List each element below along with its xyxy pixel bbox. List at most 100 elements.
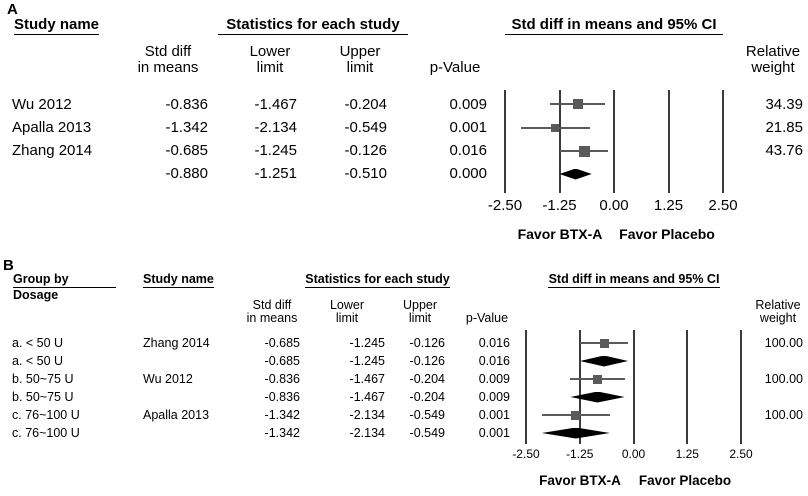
upper-limit-value: -0.126 [409, 336, 445, 350]
upper-limit-value: -0.126 [344, 142, 387, 159]
forest-plot-a: -2.50 -1.25 0.00 1.25 2.50 [488, 90, 738, 214]
effect-square [593, 374, 603, 384]
study-name: Apalla 2013 [143, 408, 210, 422]
col-header-line: Upper [402, 298, 438, 312]
col-header-p-value: p-Value [465, 311, 509, 325]
gridline [525, 330, 527, 444]
p-value: 0.016 [478, 336, 510, 350]
p-value: 0.001 [478, 426, 510, 440]
col-header-line: Lower [329, 298, 365, 312]
col-header-line: Relative [745, 43, 801, 60]
relative-weight-value: 100.00 [764, 372, 803, 386]
stats-group-header: Statistics for each study [305, 272, 450, 288]
p-value: 0.000 [449, 165, 487, 182]
group-label: a. < 50 U [12, 336, 64, 350]
panel-b-label: B [3, 257, 14, 274]
gridline [504, 90, 506, 193]
axis-tick-label: 1.25 [675, 447, 699, 461]
col-header-line: in means [246, 311, 298, 325]
lower-limit-value: -1.245 [254, 142, 297, 159]
favor-right-label: Favor Placebo [638, 473, 732, 488]
gridline [558, 90, 561, 193]
axis-tick-label: -1.25 [566, 447, 594, 461]
table-row-summary: c. 76~100 U -1.342 -2.134 -0.549 0.001 [0, 426, 808, 440]
gridline [632, 330, 635, 444]
study-name: Wu 2012 [143, 372, 193, 386]
group-label: b. 50~75 U [12, 390, 74, 404]
relative-weight-value: 34.39 [765, 96, 803, 113]
group-by-subheader: Dosage [13, 288, 59, 302]
effect-square [578, 145, 590, 157]
col-header-line: Std diff [144, 43, 192, 60]
group-label: b. 50~75 U [12, 372, 74, 386]
upper-limit-value: -0.126 [409, 354, 445, 368]
table-row-summary: a. < 50 U -0.685 -1.245 -0.126 0.016 [0, 354, 808, 368]
study-name-header: Study name [14, 16, 100, 35]
summary-diamond [579, 355, 629, 367]
gridline [722, 90, 724, 193]
axis-tick-label: 2.50 [708, 197, 738, 214]
col-header-lower: Lower limit [227, 44, 313, 76]
axis-tick-label: 2.50 [729, 447, 753, 461]
std-diff-value: -1.342 [165, 119, 208, 136]
std-diff-value: -0.685 [165, 142, 208, 159]
upper-limit-value: -0.510 [344, 165, 387, 182]
std-diff-value: -1.342 [264, 408, 300, 422]
std-diff-value: -0.836 [264, 372, 300, 386]
summary-diamond [541, 427, 610, 439]
std-diff-value: -0.836 [165, 96, 208, 113]
p-value: 0.016 [478, 354, 510, 368]
lower-limit-value: -1.467 [349, 390, 385, 404]
lower-limit-value: -2.134 [349, 426, 385, 440]
group-by-header: Group by [13, 272, 116, 288]
lower-limit-value: -2.134 [349, 408, 385, 422]
study-name: Apalla 2013 [12, 119, 92, 136]
p-value: 0.001 [478, 408, 510, 422]
std-diff-value: -0.880 [165, 165, 208, 182]
study-name: Wu 2012 [12, 96, 72, 113]
col-header-weight: Relative weight [743, 299, 808, 325]
std-diff-value: -0.685 [264, 354, 300, 368]
col-header-std-diff: Std diff in means [125, 44, 211, 76]
axis-tick-label: 0.00 [599, 197, 629, 214]
table-row-summary: b. 50~75 U -0.836 -1.467 -0.204 0.009 [0, 390, 808, 404]
p-value: 0.001 [449, 119, 487, 136]
p-value: 0.009 [478, 390, 510, 404]
col-header-line: limit [408, 311, 432, 325]
summary-diamond [559, 168, 592, 180]
col-header-line: limit [346, 59, 374, 76]
std-diff-value: -0.685 [264, 336, 300, 350]
lower-limit-value: -2.134 [254, 119, 297, 136]
upper-limit-value: -0.549 [409, 408, 445, 422]
axis-tick-label: -2.50 [512, 447, 540, 461]
axis-tick-label: 0.00 [621, 447, 646, 461]
group-label: c. 76~100 U [12, 426, 80, 440]
gridline [613, 90, 615, 193]
effect-square [599, 338, 609, 348]
favor-right-label: Favor Placebo [619, 226, 715, 242]
plot-group-header: Std diff in means and 95% CI [548, 272, 720, 288]
table-row: a. < 50 U Zhang 2014 -0.685 -1.245 -0.12… [0, 336, 808, 350]
effect-square [551, 124, 560, 132]
relative-weight-value: 21.85 [765, 119, 803, 136]
col-header-std-diff: Std diff in means [229, 299, 315, 325]
table-row-summary: -0.880 -1.251 -0.510 0.000 [0, 166, 808, 182]
axis-tick-label: -2.50 [487, 197, 523, 214]
p-value: 0.009 [449, 96, 487, 113]
axis-tick-label: 1.25 [653, 197, 684, 214]
plot-group-header: Std diff in means and 95% CI [505, 16, 723, 35]
col-header-line: Std diff [252, 298, 292, 312]
table-row: c. 76~100 U Apalla 2013 -1.342 -2.134 -0… [0, 408, 808, 422]
col-header-line: limit [256, 59, 284, 76]
col-header-p-value: p-Value [429, 59, 481, 76]
summary-diamond [570, 391, 625, 403]
axis-tick-label: -1.25 [542, 197, 577, 214]
lower-limit-value: -1.245 [349, 336, 385, 350]
col-header-lower: Lower limit [304, 299, 390, 325]
stats-group-header: Statistics for each study [218, 16, 408, 35]
col-header-weight: Relative weight [738, 44, 808, 76]
col-header-line: Lower [249, 43, 291, 60]
lower-limit-value: -1.467 [254, 96, 297, 113]
upper-limit-value: -0.204 [409, 390, 445, 404]
table-row: Zhang 2014 -0.685 -1.245 -0.126 0.016 43… [0, 143, 808, 159]
